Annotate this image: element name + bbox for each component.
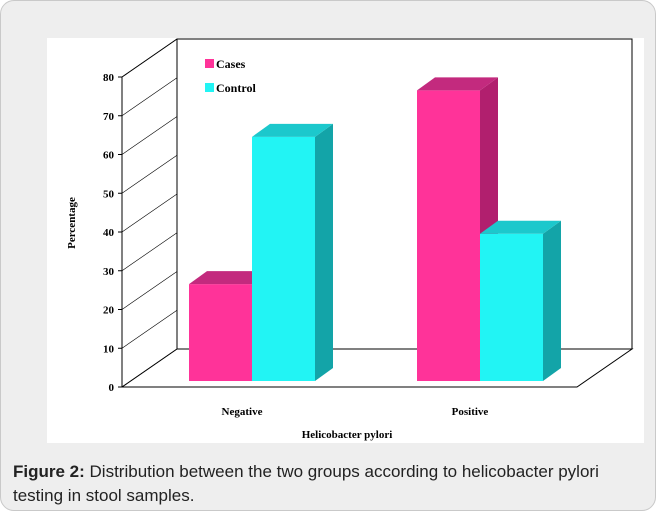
bar-control-negative — [252, 123, 333, 381]
left-wall-gridline — [121, 38, 178, 78]
y-tick-label: 0 — [109, 382, 115, 394]
left-wall-gridline — [121, 232, 178, 271]
bars — [189, 77, 561, 381]
y-tick-label: 50 — [103, 188, 115, 200]
y-tick-label: 20 — [103, 305, 115, 317]
legend-label-control: Control — [216, 81, 256, 95]
left-wall-gridline — [121, 271, 178, 310]
caption-label: Figure 2: — [13, 462, 85, 481]
legend-label-cases: Cases — [216, 57, 246, 71]
figure-caption: Figure 2: Distribution between the two g… — [13, 460, 643, 508]
y-axis-ticks: 0 10 20 30 40 50 60 70 80 — [103, 38, 178, 394]
y-tick-label: 10 — [103, 343, 115, 355]
x-axis-title: Helicobacter pylori — [302, 429, 393, 441]
left-wall-gridline — [121, 348, 178, 388]
left-wall-gridline — [121, 310, 178, 349]
x-tick-label: Positive — [452, 406, 489, 418]
left-wall-gridline — [121, 155, 178, 194]
chart-panel: 0 10 20 30 40 50 60 70 80 Negative Positive Perce… — [47, 38, 644, 443]
legend: Cases Control — [205, 57, 256, 95]
bar-chart: 0 10 20 30 40 50 60 70 80 Negative Positive Perce… — [66, 38, 634, 441]
caption-text: Distribution between the two groups acco… — [13, 462, 599, 505]
legend-swatch-control — [205, 83, 214, 92]
y-tick-label: 80 — [103, 72, 115, 84]
left-wall-gridline — [121, 116, 178, 155]
legend-swatch-cases — [205, 59, 214, 68]
x-axis-ticks: Negative Positive — [222, 406, 489, 418]
y-axis-title: Percentage — [66, 197, 78, 249]
figure-card: 0 10 20 30 40 50 60 70 80 Negative Positive Perce… — [0, 0, 656, 511]
x-tick-label: Negative — [222, 406, 263, 418]
bar-control-positive — [480, 220, 561, 381]
y-tick-label: 30 — [103, 266, 115, 278]
y-tick-label: 70 — [103, 111, 115, 123]
y-tick-label: 60 — [103, 150, 115, 162]
left-wall-gridline — [121, 193, 178, 233]
left-wall-gridline — [121, 77, 178, 116]
y-tick-label: 40 — [103, 227, 115, 239]
